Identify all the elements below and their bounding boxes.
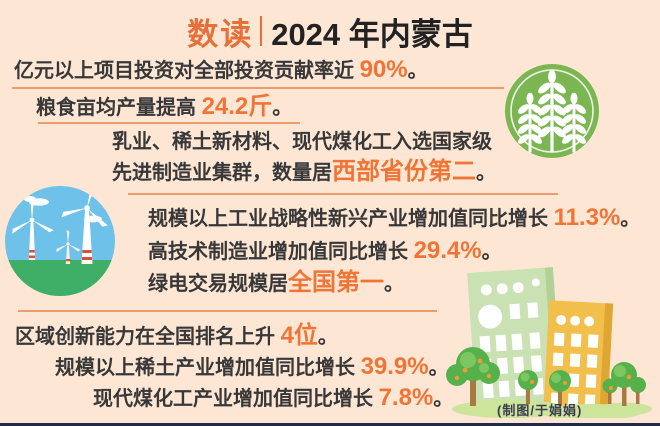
city-buildings-icon — [446, 267, 652, 418]
divider-2 — [38, 122, 300, 124]
fact-highlight: 39.9% — [360, 353, 429, 380]
fact-text: 粮食亩均产量提高 — [36, 97, 202, 119]
title-divider-bar — [260, 16, 263, 46]
ground — [5, 260, 115, 296]
fact-highlight: 11.3% — [553, 204, 621, 231]
turbine-small — [56, 230, 81, 264]
fact-text: 乳业、稀土新材料、现代煤化工入选国家级 — [112, 131, 492, 153]
title-main: 2024 年内蒙古 — [271, 16, 473, 52]
title-badge: 数读 — [187, 16, 254, 52]
fact-text: 绿电交易规模居 — [148, 273, 288, 295]
fact-punct: 。 — [433, 388, 454, 410]
divider-4 — [18, 310, 437, 312]
fact-text: 先进制造业集群，数量居 — [112, 162, 332, 184]
fact-line-strategic-industry: 规模以上工业战略性新兴产业增加值同比增长 11.3%。 — [148, 205, 640, 232]
fact-highlight: 4位 — [280, 322, 318, 349]
fact-highlight: 西部省份第二 — [332, 158, 476, 185]
fact-text: 区域创新能力在全国排名上升 — [15, 326, 281, 348]
fact-line-grain: 粮食亩均产量提高 24.2斤。 — [36, 94, 292, 121]
fact-punct: 。 — [476, 162, 496, 184]
fact-line-green-power: 绿电交易规模居全国第一。 — [148, 270, 404, 297]
wheat-stalks — [517, 70, 587, 153]
fact-text: 亿元以上项目投资对全部投资贡献率近 — [14, 60, 360, 82]
fact-highlight: 90% — [359, 56, 408, 83]
turbine-right — [61, 186, 108, 264]
fact-text: 现代煤化工产业增加值同比增长 — [93, 388, 379, 410]
wind-turbines-icon — [5, 186, 115, 296]
divider-1 — [12, 87, 504, 89]
fact-punct: 。 — [317, 326, 338, 348]
trees — [446, 347, 646, 406]
fact-text: 规模以上工业战略性新兴产业增加值同比增长 — [148, 208, 554, 230]
fact-highlight: 24.2斤 — [201, 93, 273, 120]
fact-highlight: 全国第一 — [288, 269, 384, 296]
fact-line-innovation-rank: 区域创新能力在全国排名上升 4位。 — [15, 323, 338, 350]
fact-punct: 。 — [384, 273, 404, 295]
divider-3 — [128, 193, 558, 195]
fact-highlight: 7.8% — [378, 384, 434, 411]
fact-punct: 。 — [620, 208, 641, 230]
fact-line-rare-earth: 规模以上稀土产业增加值同比增长 39.9%。 — [55, 354, 449, 381]
fact-line-hightech: 高技术制造业增加值同比增长 29.4%。 — [148, 238, 502, 265]
fact-line-coal-chemical: 现代煤化工产业增加值同比增长 7.8%。 — [93, 385, 453, 412]
credit-text: (制图/于娟娟) — [497, 403, 583, 418]
fact-line-clusters-2: 先进制造业集群，数量居西部省份第二。 — [112, 159, 496, 186]
grass — [452, 400, 652, 418]
fact-punct: 。 — [481, 241, 502, 263]
fact-line-investment: 亿元以上项目投资对全部投资贡献率近 90%。 — [14, 57, 428, 84]
fact-text: 高技术制造业增加值同比增长 — [148, 241, 414, 263]
fact-punct: 。 — [407, 60, 428, 82]
page-title: 数读 2024 年内蒙古 — [0, 10, 660, 52]
footer-bar — [0, 423, 660, 426]
fact-punct: 。 — [272, 97, 293, 119]
wheat-icon — [505, 64, 599, 158]
fact-punct: 。 — [428, 357, 449, 379]
fact-line-clusters-1: 乳业、稀土新材料、现代煤化工入选国家级 — [112, 129, 492, 155]
fact-text: 规模以上稀土产业增加值同比增长 — [55, 357, 361, 379]
fact-highlight: 29.4% — [413, 237, 482, 264]
